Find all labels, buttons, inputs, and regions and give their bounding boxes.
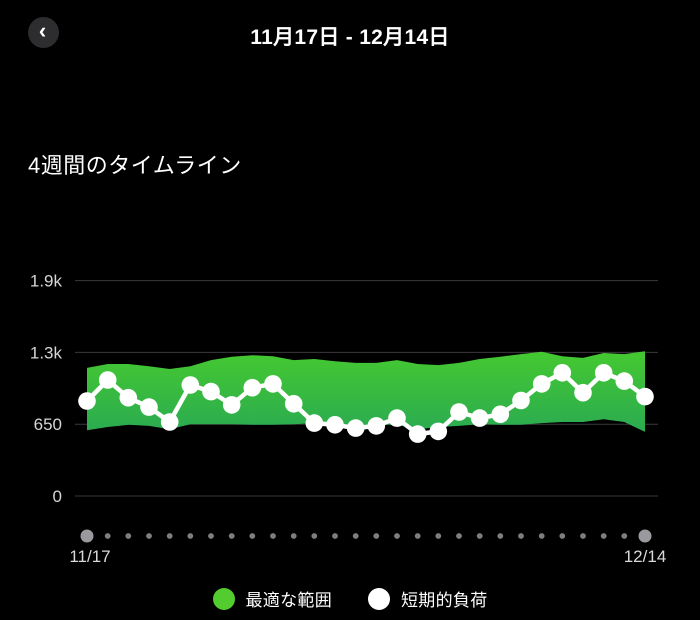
x-axis-start-label: 11/17 xyxy=(69,547,111,566)
timeline-endpoint-dot xyxy=(638,529,652,543)
y-tick-label: 0 xyxy=(53,487,62,506)
timeline-dot xyxy=(456,533,462,539)
legend-item-optimal-range: 最適な範囲 xyxy=(212,586,333,611)
timeline-dot xyxy=(249,533,256,539)
load-data-point xyxy=(202,382,220,401)
timeline-dot xyxy=(146,533,152,539)
legend-item-short-term-load: 短期的負荷 xyxy=(368,586,488,611)
load-data-point xyxy=(98,371,117,389)
load-data-point xyxy=(470,409,489,427)
timeline-dot xyxy=(208,533,214,539)
load-data-point xyxy=(367,417,386,435)
timeline-dot xyxy=(332,533,338,539)
back-button[interactable]: ‹ xyxy=(28,17,59,48)
timeline-dot xyxy=(435,533,442,539)
load-data-point xyxy=(243,378,262,397)
timeline-dot xyxy=(187,533,194,539)
load-data-point xyxy=(284,395,303,413)
timeline-dot xyxy=(270,533,276,539)
load-data-point xyxy=(532,375,551,393)
legend: 最適な範囲 短期的負荷 xyxy=(0,586,700,611)
timeline-dot xyxy=(166,533,173,539)
short-term-load-swatch xyxy=(368,587,390,610)
timeline-dot xyxy=(580,533,586,539)
y-tick-label: 1.3k xyxy=(30,343,63,362)
load-data-point xyxy=(346,419,365,437)
timeline-dot xyxy=(373,533,380,539)
load-data-point xyxy=(636,387,654,406)
timeline-dot xyxy=(476,533,483,539)
timeline-dot xyxy=(414,533,421,539)
load-data-point xyxy=(512,391,530,410)
load-data-point xyxy=(615,372,634,390)
timeline-dot xyxy=(228,533,235,539)
y-tick-label: 650 xyxy=(34,415,62,434)
load-data-point xyxy=(429,422,448,441)
timeline-dot xyxy=(621,533,628,539)
timeline-dot xyxy=(497,533,504,539)
timeline-endpoint-dot xyxy=(80,529,94,543)
timeline-dot xyxy=(538,533,545,539)
optimal-range-swatch xyxy=(212,587,235,610)
timeline-dot xyxy=(352,533,359,539)
load-data-point xyxy=(408,425,427,443)
load-data-point xyxy=(305,414,324,432)
load-data-point xyxy=(388,409,406,427)
timeline-dot xyxy=(104,533,111,539)
load-data-point xyxy=(264,375,282,393)
load-data-point xyxy=(574,383,592,402)
timeline-chart: 1.9k 1.3k 650 0 xyxy=(30,272,658,543)
x-axis-end-label: 12/14 xyxy=(623,547,667,566)
load-data-point xyxy=(222,396,241,414)
timeline-dot xyxy=(311,533,318,539)
load-data-point xyxy=(160,413,179,431)
y-tick-label: 1.9k xyxy=(30,272,63,291)
chevron-left-icon: ‹ xyxy=(38,18,47,43)
load-data-point xyxy=(140,398,158,416)
section-title: 4週間のタイムライン xyxy=(28,153,242,178)
load-data-point xyxy=(181,376,200,394)
short-term-load-line xyxy=(84,370,648,437)
page-title: 11月17日 - 12月14日 xyxy=(250,26,450,49)
timeline-dot xyxy=(518,533,524,539)
timeline-dot xyxy=(394,533,400,539)
load-data-point xyxy=(78,392,96,410)
short-term-load-label: 短期的負荷 xyxy=(401,591,488,610)
optimal-range-label: 最適な範囲 xyxy=(245,591,332,610)
timeline-dot xyxy=(600,533,607,539)
load-data-point xyxy=(450,403,468,421)
timeline-dot xyxy=(125,533,132,539)
load-data-point xyxy=(594,364,613,382)
load-data-point xyxy=(553,364,572,382)
load-data-point xyxy=(491,405,510,424)
header: ‹ 11月17日 - 12月14日 xyxy=(0,0,700,66)
load-data-point xyxy=(326,416,344,434)
load-data-point xyxy=(119,388,138,407)
timeline-dot xyxy=(559,533,566,539)
timeline-dot xyxy=(290,533,297,539)
